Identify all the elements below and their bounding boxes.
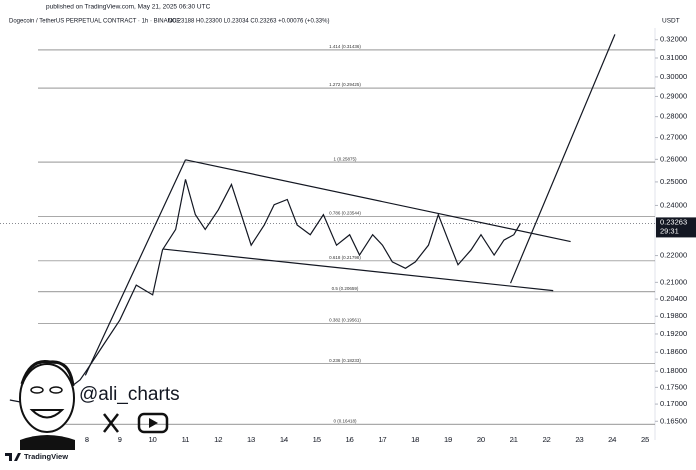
y-tick-label: 0.17000 <box>660 399 687 408</box>
x-tick-label: 9 <box>118 435 122 444</box>
youtube-icon <box>137 412 169 434</box>
y-tick-label: 0.21000 <box>660 277 687 286</box>
price-badge-label: 0.23263 <box>660 217 687 226</box>
trend-line <box>509 34 616 284</box>
symbol: Dogecoin / TetherUS PERPETUAL CONTRACT ·… <box>9 19 180 25</box>
trend-line <box>185 159 571 243</box>
fib-label: 0 (0.16418) <box>333 418 357 423</box>
y-tick-label: 0.31000 <box>660 53 687 62</box>
y-tick-label: 0.32000 <box>660 35 687 44</box>
x-tick-label: 13 <box>247 435 255 444</box>
y-tick-label: 0.20400 <box>660 294 687 303</box>
published-note: published on TradingView.com, May 21, 20… <box>46 4 211 11</box>
y-tick-label: 0.19200 <box>660 329 687 338</box>
y-tick-label: 0.25000 <box>660 177 687 186</box>
y-tick-label: 0.17500 <box>660 382 687 391</box>
x-tick-label: 17 <box>378 435 386 444</box>
fib-label: 1.272 (0.29425) <box>329 82 361 87</box>
handle: @ali_charts <box>79 384 180 405</box>
brand: TradingView <box>24 452 68 461</box>
x-tick-label: 23 <box>575 435 583 444</box>
x-tick-label: 11 <box>182 435 190 444</box>
y-tick-label: 0.26000 <box>660 154 687 163</box>
y-tick-label: 0.27000 <box>660 133 687 142</box>
y-tick-label: 0.16500 <box>660 416 687 425</box>
x-tick-label: 14 <box>280 435 288 444</box>
x-icon <box>103 413 119 433</box>
currency: USDT <box>662 18 680 25</box>
x-tick-label: 18 <box>411 435 419 444</box>
trend-line <box>163 248 554 292</box>
trend-line <box>84 159 187 376</box>
x-tick-label: 22 <box>542 435 550 444</box>
x-tick-label: 21 <box>510 435 518 444</box>
price-badge <box>656 217 696 238</box>
y-tick-label: 0.28000 <box>660 112 687 121</box>
avatar <box>19 359 75 450</box>
x-tick-label: 12 <box>214 435 222 444</box>
fib-label: 1 (0.25875) <box>333 156 357 161</box>
fib-label: 0.5 (0.20659) <box>332 286 359 291</box>
x-tick-label: 16 <box>345 435 353 444</box>
y-tick-label: 0.30000 <box>660 72 687 81</box>
plot-area: 0.32000 0.31000 0.30000 0.29000 0.28000 0.270… <box>0 34 687 444</box>
y-tick-label: 0.18600 <box>660 347 687 356</box>
countdown: 29:31 <box>660 226 679 235</box>
x-tick-label: 10 <box>148 435 156 444</box>
ohlc: O0.23188 H0.23300 L0.23034 C0.23263 +0.0… <box>168 19 329 25</box>
price-line <box>9 179 521 407</box>
fib-label: 0.382 (0.19561) <box>329 317 361 322</box>
x-tick-label: 20 <box>477 435 485 444</box>
tradingview-logo <box>5 453 21 461</box>
x-tick-label: 8 <box>85 435 89 444</box>
x-tick-label: 24 <box>608 435 616 444</box>
x-tick-label: 19 <box>444 435 452 444</box>
x-tick-label: 25 <box>641 435 649 444</box>
x-tick-label: 15 <box>313 435 321 444</box>
y-tick-label: 0.29000 <box>660 91 687 100</box>
fib-label: 0.618 (0.21798) <box>329 255 361 260</box>
fib-label: 0.236 (0.18233) <box>329 358 361 363</box>
y-tick-label: 0.24000 <box>660 200 687 209</box>
y-tick-label: 0.22000 <box>660 251 687 260</box>
fib-label: 0.786 (0.23544) <box>329 211 361 216</box>
y-tick-label: 0.18000 <box>660 366 687 375</box>
fib-label: 1.414 (0.31436) <box>329 44 361 49</box>
y-tick-label: 0.19800 <box>660 311 687 320</box>
